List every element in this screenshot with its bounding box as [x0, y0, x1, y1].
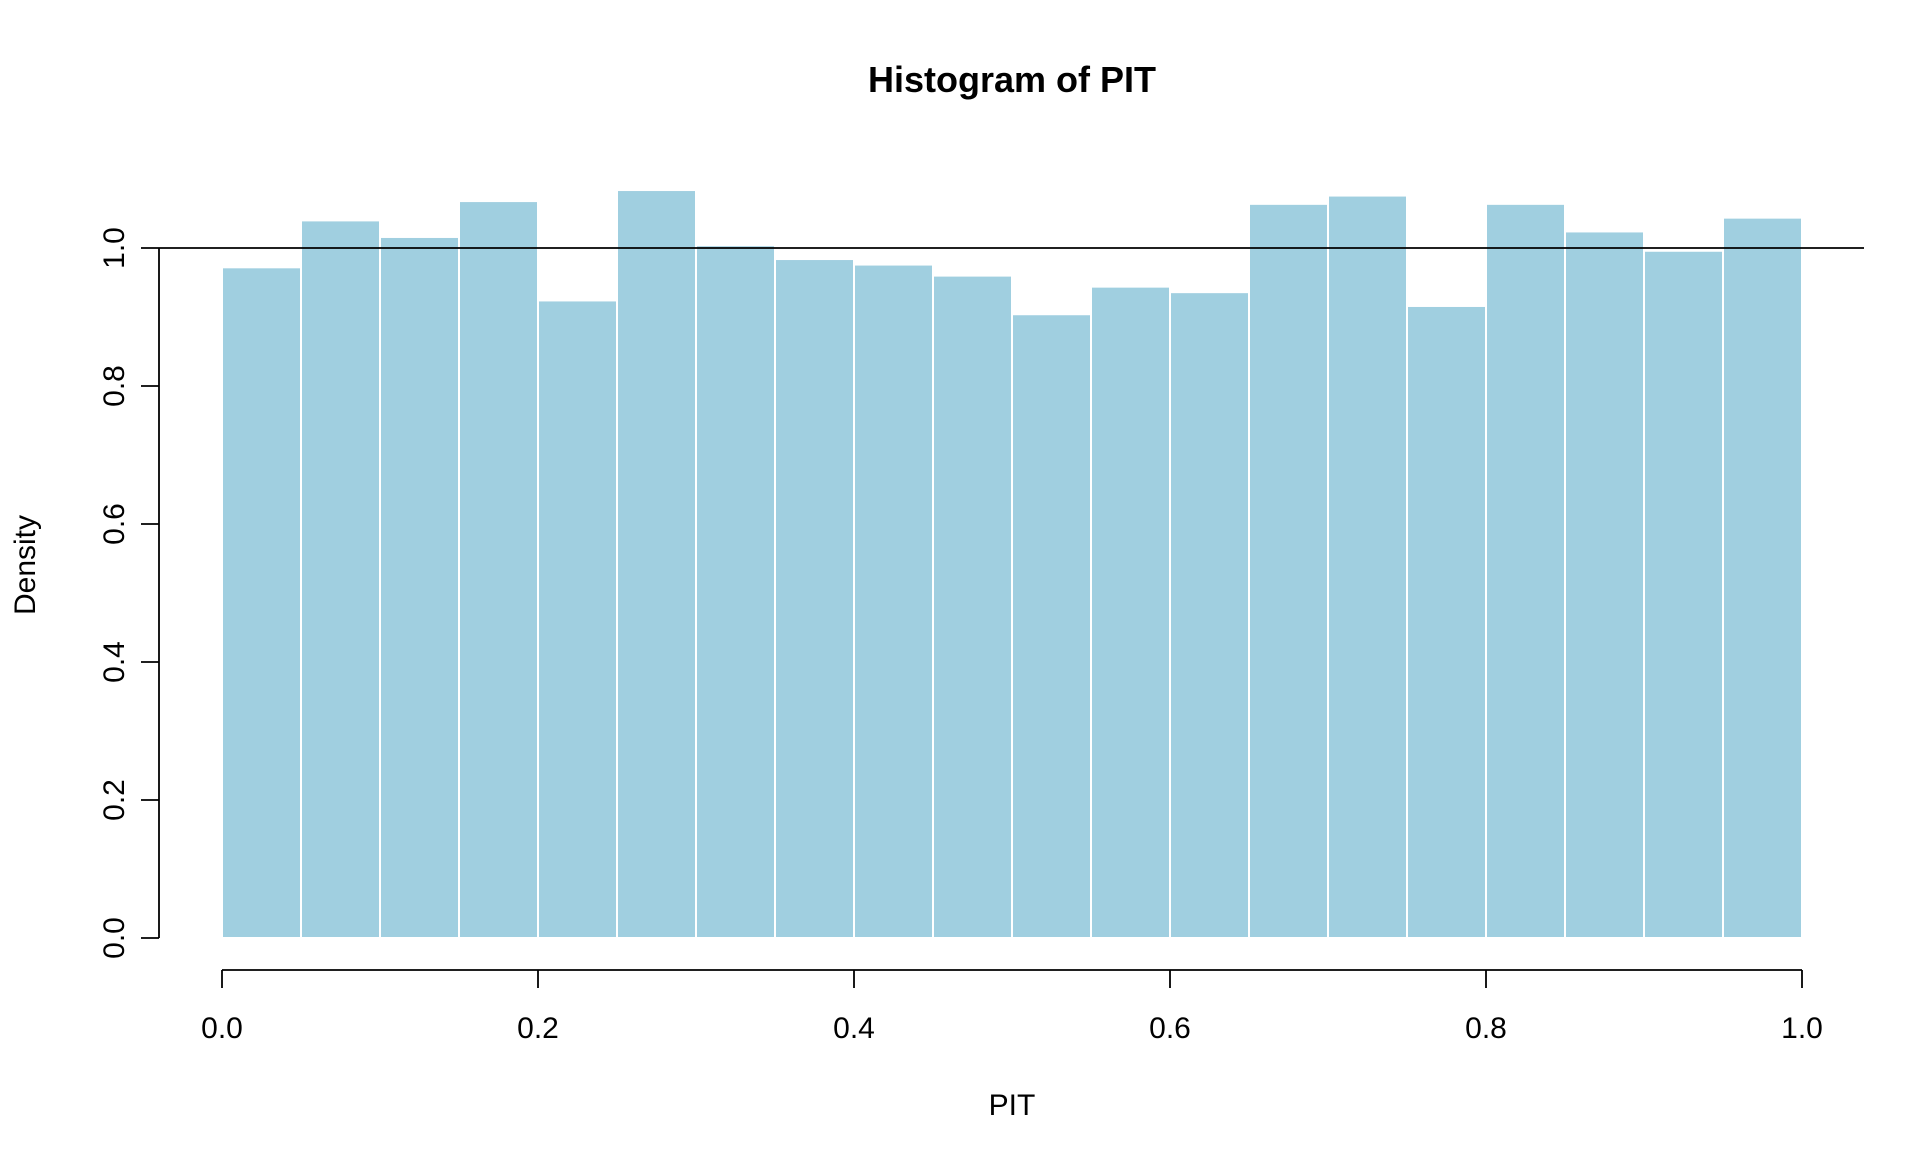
y-axis: 0.0 0.2 0.4 0.6 0.8 1.0	[98, 227, 160, 959]
histogram-bar	[1011, 313, 1092, 939]
histogram-bar	[379, 235, 460, 939]
histogram-bar	[1485, 202, 1566, 939]
histogram-bar	[1327, 194, 1408, 939]
chart-title: Histogram of PIT	[868, 59, 1156, 100]
histogram-bar	[1722, 216, 1803, 939]
y-tick-label: 0.0	[98, 917, 131, 959]
histogram-bar	[1169, 291, 1250, 940]
x-axis-label: PIT	[989, 1089, 1036, 1122]
y-tick-label: 0.6	[98, 503, 131, 545]
y-tick-label: 0.4	[98, 641, 131, 683]
histogram-bar	[853, 263, 934, 939]
y-tick-label: 0.2	[98, 779, 131, 821]
histogram-bar	[537, 299, 618, 939]
x-tick-label: 0.0	[201, 1012, 243, 1045]
histogram-bar	[774, 258, 855, 940]
histogram-bar	[300, 219, 381, 939]
x-tick-label: 0.8	[1465, 1012, 1507, 1045]
x-tick-label: 0.6	[1149, 1012, 1191, 1045]
histogram-bar	[1248, 202, 1329, 939]
bars-group	[221, 189, 1803, 940]
histogram-bar	[695, 244, 776, 940]
x-axis: 0.0 0.2 0.4 0.6 0.8 1.0	[201, 969, 1823, 1045]
x-tick-label: 0.2	[517, 1012, 559, 1045]
histogram-bar	[221, 266, 302, 939]
histogram-bar	[458, 200, 539, 939]
histogram-bar	[1406, 304, 1487, 939]
histogram-bar	[616, 189, 697, 940]
histogram-bar	[1090, 285, 1171, 939]
x-tick-label: 1.0	[1781, 1012, 1823, 1045]
y-tick-label: 0.8	[98, 365, 131, 407]
x-tick-label: 0.4	[833, 1012, 875, 1045]
histogram-bar	[1564, 230, 1645, 939]
y-tick-label: 1.0	[98, 227, 131, 269]
histogram-bar	[932, 274, 1013, 940]
histogram-bar	[1643, 249, 1724, 939]
y-axis-label: Density	[9, 515, 42, 615]
